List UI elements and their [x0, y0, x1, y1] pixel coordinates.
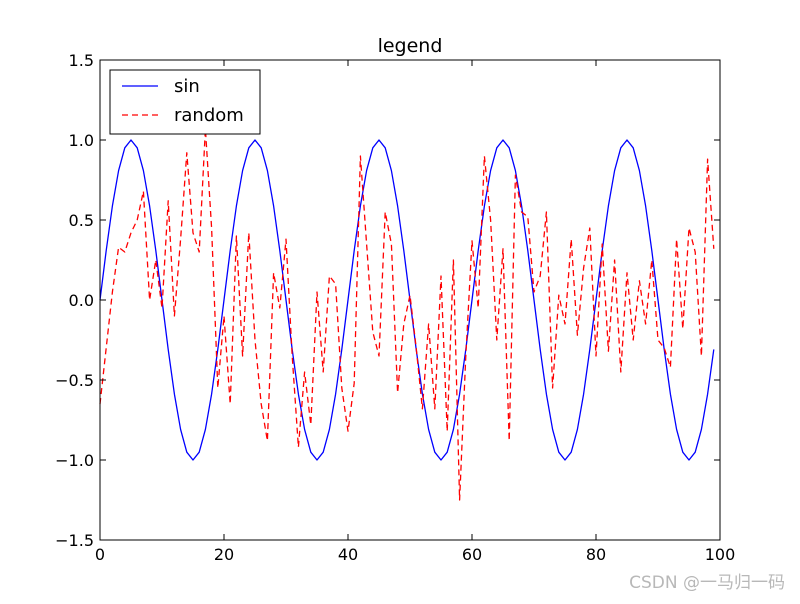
- x-tick-label: 0: [95, 545, 105, 564]
- legend-label-random: random: [174, 105, 244, 126]
- x-tick-label: 100: [705, 545, 736, 564]
- series-line-random: [99, 128, 715, 501]
- y-tick-label: 0.5: [69, 211, 94, 230]
- watermark: CSDN @一马归一码: [629, 573, 785, 593]
- y-tick-label: 1.0: [69, 131, 94, 150]
- y-tick-label: −1.0: [55, 451, 94, 470]
- legend: sin random: [109, 69, 261, 135]
- legend-label-sin: sin: [174, 76, 200, 97]
- y-tick-label: −1.5: [55, 531, 94, 550]
- axis-layer: 0 20 40 60 80 100 1.5 1.0 0.5 0.0 −0.5 −1.0 −1.5: [55, 51, 735, 564]
- x-tick-label: 40: [338, 545, 358, 564]
- x-tick-label: 60: [462, 545, 482, 564]
- y-tick-label: 0.0: [69, 291, 94, 310]
- series-layer: [99, 128, 715, 501]
- plot-frame: [99, 59, 721, 541]
- x-tick-label: 80: [586, 545, 606, 564]
- y-tick-label: −0.5: [55, 371, 94, 390]
- series-line-sin: [99, 139, 715, 461]
- x-tick-label: 20: [214, 545, 234, 564]
- legend-box: [109, 69, 261, 135]
- y-tick-label: 1.5: [69, 51, 94, 70]
- chart-title: legend: [378, 35, 443, 57]
